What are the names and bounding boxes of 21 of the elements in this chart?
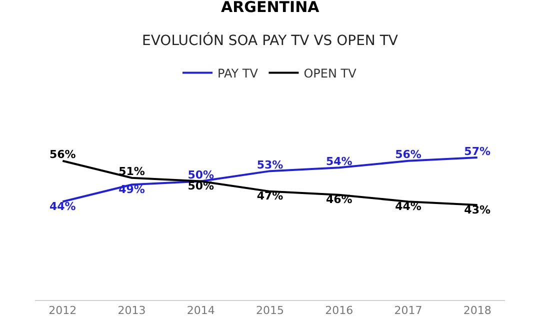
data-label: 50% (188, 168, 214, 182)
data-label: 56% (395, 148, 422, 162)
x-tick-label: 2014 (186, 304, 215, 318)
x-tick-label: 2017 (394, 304, 422, 318)
x-tick-label: 2015 (256, 304, 284, 318)
x-tick-label: 2013 (118, 304, 146, 318)
chart-subtitle: EVOLUCIÓN SOA PAY TV VS OPEN TV (142, 32, 398, 49)
x-tick-label: 2016 (325, 304, 354, 318)
data-label: 43% (464, 203, 491, 216)
data-label: 51% (118, 165, 145, 178)
chart-title: ARGENTINA (221, 0, 320, 16)
data-label: 56% (49, 148, 76, 162)
data-label: 53% (256, 158, 284, 172)
legend-label: OPEN TV (304, 66, 358, 80)
data-label: 57% (464, 144, 491, 158)
legend-label: PAY TV (218, 66, 259, 80)
data-label: 44% (49, 200, 76, 213)
data-label: 54% (326, 154, 352, 168)
x-tick-label: 2018 (463, 304, 492, 318)
data-label: 44% (395, 200, 422, 213)
x-tick-label: 2012 (48, 304, 77, 318)
